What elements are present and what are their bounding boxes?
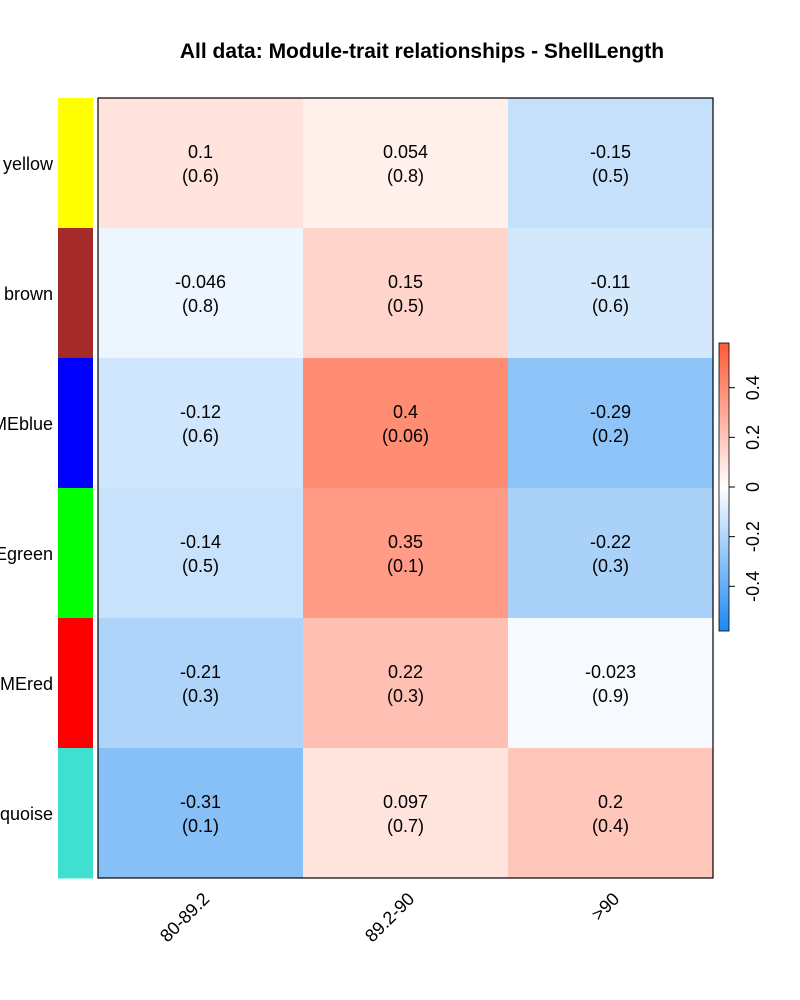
heatmap-cell (508, 748, 714, 879)
cell-value-label: -0.31 (180, 792, 221, 812)
row-label: brown (4, 284, 53, 304)
heatmap-cell (303, 618, 509, 749)
column-label: 89.2-90 (361, 889, 418, 946)
cell-pvalue-label: (0.3) (387, 686, 424, 706)
heatmap-cell (98, 228, 304, 359)
heatmap-cells: 0.1 (0.6) 0.054 (0.8) -0.15 (0.5) -0.046 (0.8) 0… (98, 98, 714, 879)
module-color-swatch (58, 358, 93, 489)
cell-value-label: -0.22 (590, 532, 631, 552)
heatmap-cell (303, 748, 509, 879)
module-color-swatch (58, 618, 93, 749)
module-color-swatch (58, 228, 93, 359)
cell-value-label: -0.11 (591, 272, 631, 292)
cell-value-label: 0.2 (598, 792, 623, 812)
cell-pvalue-label: (0.6) (182, 426, 219, 446)
module-color-swatch (58, 488, 93, 619)
cell-value-label: 0.35 (388, 532, 423, 552)
heatmap-cell (98, 98, 304, 229)
cell-value-label: 0.15 (388, 272, 423, 292)
cell-pvalue-label: (0.9) (592, 686, 629, 706)
cell-value-label: -0.046 (175, 272, 226, 292)
cell-value-label: 0.054 (383, 142, 428, 162)
cell-pvalue-label: (0.6) (182, 166, 219, 186)
module-color-swatch (58, 98, 93, 229)
cell-pvalue-label: (0.6) (592, 296, 629, 316)
heatmap-cell (303, 488, 509, 619)
cell-pvalue-label: (0.8) (387, 166, 424, 186)
cell-pvalue-label: (0.4) (592, 816, 629, 836)
color-scale-legend: -0.4 -0.2 0 0.2 0.4 (718, 342, 763, 632)
cell-pvalue-label: (0.06) (382, 426, 429, 446)
cell-pvalue-label: (0.1) (387, 556, 424, 576)
heatmap-cell (98, 618, 304, 749)
cell-value-label: 0.22 (388, 662, 423, 682)
row-label: yellow (3, 154, 54, 174)
cell-value-label: 0.4 (393, 402, 418, 422)
heatmap-cell (98, 748, 304, 879)
cell-pvalue-label: (0.1) (182, 816, 219, 836)
cell-pvalue-label: (0.5) (387, 296, 424, 316)
cell-pvalue-label: (0.5) (182, 556, 219, 576)
cell-value-label: 0.097 (383, 792, 428, 812)
cell-pvalue-label: (0.8) (182, 296, 219, 316)
row-label: Egreen (0, 544, 53, 564)
cell-pvalue-label: (0.3) (592, 556, 629, 576)
heatmap-cell (303, 228, 509, 359)
column-labels: 80-89.2 89.2-90 >90 (156, 889, 623, 946)
module-color-swatch (58, 748, 93, 879)
heatmap-cell (98, 358, 304, 489)
cell-value-label: -0.023 (585, 662, 636, 682)
cell-value-label: -0.21 (180, 662, 221, 682)
scale-tick-label: -0.2 (743, 521, 763, 552)
cell-value-label: 0.1 (188, 142, 213, 162)
color-scale-bar (718, 342, 730, 632)
cell-value-label: -0.14 (180, 532, 221, 552)
cell-pvalue-label: (0.2) (592, 426, 629, 446)
scale-tick-label: 0.4 (743, 375, 763, 400)
cell-pvalue-label: (0.3) (182, 686, 219, 706)
scale-tick-label: 0 (743, 482, 763, 492)
cell-value-label: -0.12 (180, 402, 221, 422)
heatmap-cell (508, 228, 714, 359)
chart-title: All data: Module-trait relationships - S… (180, 40, 664, 63)
column-label: >90 (588, 889, 624, 925)
heatmap-cell (508, 488, 714, 619)
heatmap-cell (508, 618, 714, 749)
heatmap-cell (508, 358, 714, 489)
row-label: quoise (0, 804, 53, 824)
cell-pvalue-label: (0.7) (387, 816, 424, 836)
cell-value-label: -0.15 (590, 142, 631, 162)
row-label: MEblue (0, 414, 53, 434)
heatmap-cell (303, 358, 509, 489)
heatmap-cell (303, 98, 509, 229)
heatmap-cell (98, 488, 304, 619)
column-label: 80-89.2 (156, 889, 213, 946)
cell-value-label: -0.29 (590, 402, 631, 422)
cell-pvalue-label: (0.5) (592, 166, 629, 186)
heatmap-cell (508, 98, 714, 229)
scale-tick-label: 0.2 (743, 425, 763, 450)
scale-tick-label: -0.4 (743, 571, 763, 602)
row-labels: yellow brown MEblue Egreen MEred quoise (0, 154, 54, 824)
plot-frame (97, 97, 714, 879)
module-color-bars (58, 98, 93, 879)
row-label: MEred (0, 674, 53, 694)
